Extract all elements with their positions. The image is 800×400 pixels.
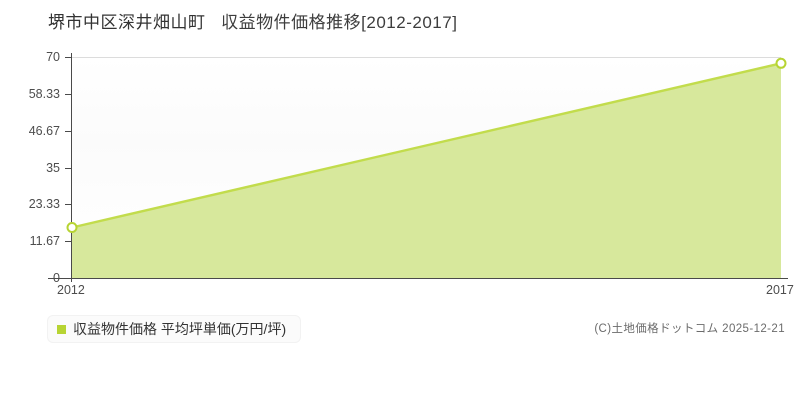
y-axis-tick-label: 46.67: [28, 124, 60, 138]
y-axis-tick-label: 23.33: [28, 197, 60, 211]
y-axis-tick-mark: [65, 168, 72, 169]
y-axis-tick-mark: [65, 241, 72, 242]
x-axis-tick-label-end: 2017: [766, 283, 794, 297]
area-series-chart: [71, 62, 782, 279]
series-line: [71, 62, 782, 229]
plot-top-border: [72, 57, 781, 58]
legend-label: 収益物件価格 平均坪単価(万円/坪): [73, 321, 287, 337]
page-title: 堺市中区深井畑山町 収益物件価格推移[2012-2017]: [48, 8, 457, 33]
y-axis-tick-mark: [65, 204, 72, 205]
x-axis-line: [48, 278, 788, 279]
y-axis-tick-label: 70: [46, 50, 60, 64]
y-axis-tick-mark: [65, 94, 72, 95]
chart-legend[interactable]: 収益物件価格 平均坪単価(万円/坪): [48, 316, 301, 342]
copyright-notice: (C)土地価格ドットコム 2025-12-21: [594, 323, 785, 335]
chart-title-subject: 収益物件価格推移[2012-2017]: [221, 13, 458, 32]
y-axis-tick-mark: [65, 131, 72, 132]
legend-swatch-icon: [57, 324, 66, 334]
x-axis-tick-label-start: 2012: [57, 283, 85, 297]
y-axis-tick-label: 35: [46, 161, 60, 175]
y-axis-tick-label: 11.67: [29, 234, 60, 248]
y-axis-tick-label: 58.33: [28, 87, 60, 101]
plot-area: [71, 57, 782, 279]
chart-title-region: 堺市中区深井畑山町: [48, 13, 206, 32]
area-fill: [72, 63, 781, 279]
y-axis-tick-mark: [65, 57, 72, 58]
y-axis-line: [71, 53, 72, 282]
